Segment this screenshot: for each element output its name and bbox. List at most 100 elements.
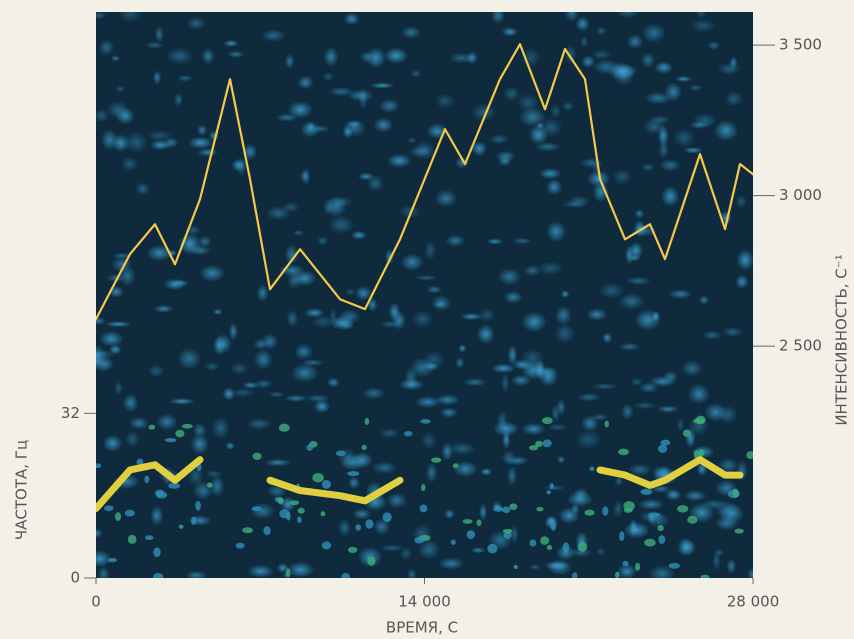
noise-blob (520, 348, 544, 368)
noise-speck (421, 484, 426, 492)
noise-blob (476, 324, 495, 345)
noise-speck (529, 539, 537, 547)
noise-speck (168, 482, 181, 489)
noise-blob (322, 71, 334, 82)
noise-speck (419, 504, 428, 513)
noise-blob (345, 288, 356, 296)
noise-speck (420, 419, 431, 424)
noise-blob (521, 422, 546, 436)
noise-blob (658, 139, 670, 160)
noise-speck (144, 475, 150, 484)
noise-blob (717, 457, 739, 473)
noise-blob (587, 169, 611, 188)
noise-blob (735, 274, 749, 289)
noise-blob (612, 168, 633, 186)
noise-blob (96, 550, 112, 568)
noise-blob (445, 234, 466, 248)
noise-blob (386, 153, 412, 168)
noise-blob (407, 146, 431, 157)
noise-blob (117, 12, 143, 23)
noise-blob (596, 547, 606, 557)
noise-speck (677, 505, 689, 513)
noise-speck (191, 516, 197, 525)
noise-blob (246, 417, 272, 431)
noise-blob (507, 344, 518, 366)
noise-blob (209, 475, 225, 498)
noise-blob (726, 558, 737, 575)
noise-blob (591, 49, 612, 60)
noise-blob (302, 166, 311, 186)
noise-speck (103, 505, 114, 512)
noise-blob (229, 362, 250, 376)
noise-blob (498, 156, 512, 167)
noise-speck (529, 445, 539, 451)
noise-blob (690, 18, 716, 33)
noise-blob (185, 570, 208, 578)
noise-blob (713, 119, 739, 142)
noise-speck (577, 542, 588, 552)
noise-speck (687, 515, 698, 524)
noise-blob (398, 204, 421, 219)
noise-blob (654, 61, 674, 74)
noise-blob (591, 383, 619, 390)
noise-blob (96, 317, 107, 325)
noise-speck (367, 556, 376, 566)
series-line (96, 43, 753, 321)
noise-blob (264, 458, 292, 467)
noise-blob (507, 465, 517, 486)
noise-blob (400, 253, 424, 272)
noise-blob (575, 16, 590, 32)
noise-blob (560, 201, 586, 208)
noise-blob (638, 382, 659, 394)
noise-speck (550, 521, 557, 531)
noise-speck (657, 444, 668, 453)
noise-speck (571, 572, 578, 578)
noise-blob (148, 364, 165, 378)
noise-blob (626, 276, 652, 286)
x-tick-label: 14 000 (398, 593, 451, 611)
noise-blob (546, 220, 567, 243)
noise-blob (407, 136, 417, 144)
noise-blob (102, 434, 123, 453)
noise-blob (434, 189, 458, 208)
noise-blob (422, 362, 440, 371)
noise-blob (641, 22, 667, 43)
noise-speck (682, 429, 691, 437)
noise-blob (297, 75, 314, 90)
noise-blob (528, 563, 541, 571)
noise-speck (584, 509, 595, 516)
noise-blob (688, 84, 703, 91)
noise-blob (197, 148, 219, 157)
noise-blob (247, 564, 274, 578)
noise-blob (539, 167, 562, 180)
noise-blob (163, 137, 179, 148)
noise-blob (491, 12, 505, 25)
noise-blob (96, 528, 103, 538)
noise-blob (97, 566, 110, 578)
noise-speck (462, 519, 473, 524)
noise-speck (364, 417, 370, 426)
noise-blob (322, 198, 335, 216)
noise-blob (560, 290, 570, 298)
noise-blob (124, 131, 149, 154)
noise-speck (431, 457, 442, 463)
noise-speck (365, 519, 374, 529)
noise-blob (613, 66, 635, 87)
noise-blob (518, 107, 547, 128)
noise-speck (181, 423, 193, 429)
noise-blob (439, 407, 458, 418)
noise-blob (98, 39, 115, 57)
noise-blob (110, 55, 121, 62)
noise-blob (438, 557, 465, 571)
noise-speck (195, 500, 201, 511)
noise-blob (683, 146, 704, 154)
noise-blob (223, 39, 239, 47)
noise-blob (414, 274, 438, 281)
noise-speck (155, 489, 165, 497)
noise-blob (115, 107, 135, 125)
noise-blob (311, 315, 336, 329)
noise-blob (452, 460, 478, 478)
noise-speck (614, 571, 620, 578)
noise-blob (561, 101, 575, 112)
noise-blob (672, 128, 696, 148)
